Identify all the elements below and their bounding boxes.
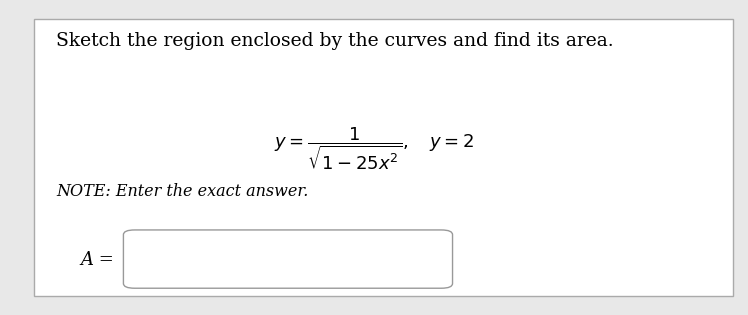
FancyBboxPatch shape: [34, 19, 733, 296]
Text: $y = \dfrac{1}{\sqrt{1 - 25x^2}},\quad y = 2$: $y = \dfrac{1}{\sqrt{1 - 25x^2}},\quad y…: [274, 126, 474, 173]
Text: NOTE: Enter the exact answer.: NOTE: Enter the exact answer.: [56, 183, 308, 200]
Text: Sketch the region enclosed by the curves and find its area.: Sketch the region enclosed by the curves…: [56, 32, 613, 49]
Text: A =: A =: [81, 251, 114, 269]
FancyBboxPatch shape: [123, 230, 453, 288]
